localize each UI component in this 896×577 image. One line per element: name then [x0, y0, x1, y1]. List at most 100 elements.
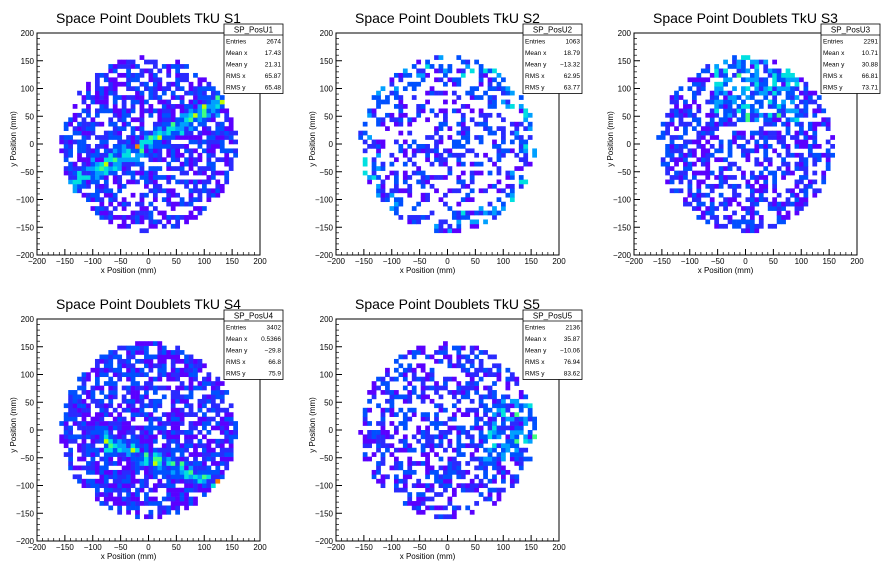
heatmap-bin [434, 381, 439, 386]
heatmap-bin [478, 72, 484, 78]
heatmap-bin [527, 416, 533, 422]
heatmap-bin [148, 474, 154, 480]
heatmap-bin [99, 403, 105, 409]
heatmap-bin [170, 425, 176, 431]
heatmap-bin [148, 438, 154, 444]
heatmap-bin [411, 139, 417, 145]
heatmap-bin [179, 104, 185, 109]
heatmap-bin [166, 130, 172, 136]
heatmap-bin [527, 430, 533, 435]
heatmap-bin [407, 496, 413, 502]
heatmap-bin [144, 483, 149, 489]
x-tick-label: 50 [471, 257, 480, 266]
heatmap-bin [794, 192, 800, 198]
heatmap-bin [812, 179, 818, 185]
heatmap-bin [402, 372, 408, 378]
heatmap-bin [108, 157, 114, 163]
heatmap-bin [767, 86, 773, 92]
heatmap-bin [175, 223, 181, 229]
heatmap-bin [188, 201, 194, 207]
heatmap-bin [407, 465, 413, 471]
heatmap-bin [224, 456, 230, 462]
heatmap-bin [723, 117, 728, 123]
heatmap-bin [81, 465, 87, 471]
heatmap-bin [108, 358, 114, 364]
heatmap-bin [94, 425, 100, 431]
heatmap-bin [99, 354, 105, 360]
heatmap-bin [456, 461, 462, 466]
heatmap-bin [389, 206, 395, 211]
heatmap-bin [68, 425, 73, 431]
heatmap-bin [696, 157, 702, 163]
heatmap-bin [429, 372, 435, 378]
heatmap-bin [456, 175, 462, 180]
stats-key: RMS y [525, 85, 545, 92]
heatmap-bin [130, 219, 136, 225]
heatmap-bin [68, 179, 73, 185]
heatmap-bin [72, 188, 78, 194]
heatmap-bin [157, 465, 163, 471]
heatmap-bin [224, 161, 230, 167]
heatmap-bin [456, 345, 462, 351]
heatmap-bin [108, 188, 114, 194]
heatmap-bin [112, 443, 118, 449]
heatmap-bin [456, 474, 462, 480]
heatmap-bin [126, 81, 131, 87]
heatmap-bin [193, 206, 198, 211]
heatmap-bin [130, 144, 136, 149]
heatmap-bin [215, 394, 221, 400]
heatmap-bin [139, 130, 145, 136]
heatmap-bin [103, 152, 109, 158]
heatmap-bin [398, 144, 404, 149]
heatmap-bin [393, 394, 399, 400]
heatmap-bin [447, 206, 453, 211]
heatmap-bin [393, 179, 399, 185]
heatmap-bin [175, 443, 181, 449]
y-tick-label: 50 [25, 398, 34, 407]
heatmap-bin [108, 425, 114, 431]
heatmap-bin [215, 469, 221, 475]
heatmap-bin [148, 170, 154, 176]
heatmap-bin [197, 363, 203, 369]
heatmap-bin [700, 170, 706, 176]
heatmap-bin [126, 345, 131, 351]
heatmap-bin [108, 192, 114, 198]
heatmap-bin [456, 228, 462, 234]
heatmap-bin [161, 372, 167, 378]
stats-name: SP_PosU3 [831, 26, 871, 35]
heatmap-bin [210, 390, 216, 395]
heatmap-bin [469, 223, 475, 229]
heatmap-bin [90, 367, 96, 373]
heatmap-bin [420, 144, 426, 149]
heatmap-bin [228, 430, 234, 435]
heatmap-bin [166, 68, 172, 74]
heatmap-bin [465, 443, 471, 449]
heatmap-bin [121, 465, 127, 471]
heatmap-bin [425, 474, 430, 480]
heatmap-bin [112, 121, 118, 127]
heatmap-bin [741, 175, 746, 180]
heatmap-bin [425, 452, 430, 457]
heatmap-bin [161, 456, 167, 462]
heatmap-bin [447, 474, 453, 480]
heatmap-bin [144, 358, 149, 364]
heatmap-bin [501, 135, 506, 140]
heatmap-bin [86, 86, 91, 92]
heatmap-bin [425, 487, 430, 493]
heatmap-bin [86, 412, 91, 417]
heatmap-bin [135, 478, 140, 484]
heatmap-bin [420, 350, 426, 355]
heatmap-bin [745, 183, 751, 189]
heatmap-bin [121, 183, 127, 189]
heatmap-bin [509, 430, 515, 435]
heatmap-bin [718, 183, 724, 189]
heatmap-bin [202, 130, 207, 136]
heatmap-bin [469, 188, 475, 194]
heatmap-bin [126, 152, 131, 158]
heatmap-bin [705, 152, 711, 158]
heatmap-bin [376, 447, 381, 453]
heatmap-bin [483, 350, 488, 355]
heatmap-bin [705, 126, 711, 131]
heatmap-bin [425, 152, 430, 158]
heatmap-bin [197, 407, 203, 413]
